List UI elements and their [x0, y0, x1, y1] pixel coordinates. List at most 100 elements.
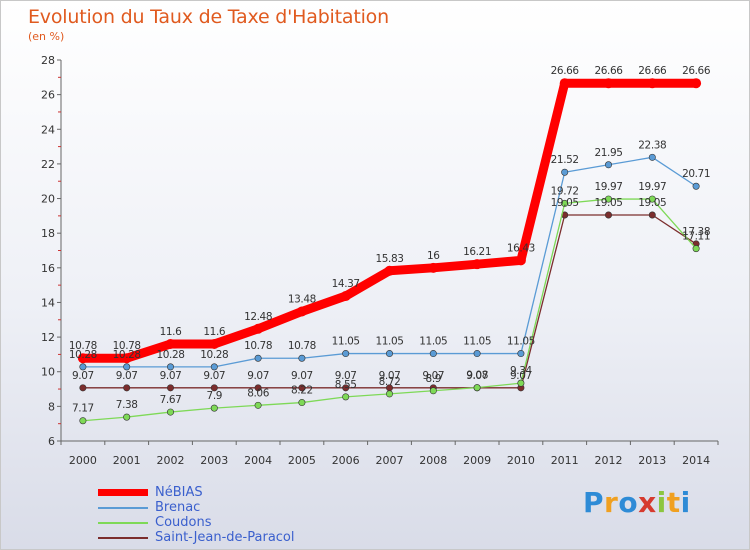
data-point: [167, 363, 175, 371]
data-label: 26.66: [594, 65, 623, 77]
legend-swatch-coudons: [98, 522, 148, 524]
data-label: 13.48: [288, 293, 316, 305]
data-label: 8.22: [291, 385, 313, 397]
data-label: 16.21: [463, 246, 491, 258]
chart-subtitle: (en %): [28, 30, 65, 43]
y-tick-label: 18: [41, 227, 55, 240]
proxiti-logo: Proxiti: [583, 486, 691, 519]
data-label: 10.28: [156, 349, 184, 361]
legend-label-brenac: Brenac: [155, 500, 201, 515]
data-label: 10.78: [288, 340, 316, 352]
data-label: 9.07: [247, 370, 269, 382]
data-point: [385, 350, 393, 358]
data-point: [648, 211, 656, 219]
data-point: [79, 384, 87, 392]
data-label: 9.07: [72, 370, 94, 382]
data-label: 26.66: [551, 65, 580, 77]
data-label: 12.48: [244, 311, 272, 323]
data-label: 16.43: [507, 242, 535, 254]
data-point: [517, 379, 525, 387]
data-point: [298, 384, 306, 392]
y-tick-label: 22: [41, 158, 55, 171]
x-tick-label: 2008: [419, 454, 447, 467]
data-point: [692, 182, 700, 190]
y-tick-label: 26: [41, 89, 55, 102]
data-label: 7.17: [72, 403, 94, 415]
data-point: [604, 211, 612, 219]
data-label: 11.05: [507, 336, 535, 348]
data-point: [254, 384, 262, 392]
data-point: [647, 78, 658, 89]
y-tick-label: 10: [41, 366, 55, 379]
data-point: [561, 168, 569, 176]
x-tick-label: 2005: [288, 454, 316, 467]
y-tick-label: 16: [41, 262, 55, 275]
data-label: 7.38: [116, 399, 138, 411]
logo-letter: P: [583, 486, 605, 519]
y-tick-label: 20: [41, 193, 55, 206]
data-label: 11.05: [375, 336, 403, 348]
data-label: 9.08: [466, 370, 488, 382]
data-label: 19.05: [594, 197, 622, 209]
x-tick-label: 2002: [157, 454, 185, 467]
data-label: 8.72: [379, 376, 401, 388]
logo-letter: x: [638, 486, 657, 519]
data-label: 7.9: [207, 390, 223, 402]
data-point: [210, 363, 218, 371]
data-label: 21.95: [594, 147, 622, 159]
data-label: 10.78: [69, 340, 97, 352]
legend-swatch-brenac: [98, 507, 148, 509]
y-tick-label: 24: [41, 123, 55, 136]
x-tick-label: 2004: [244, 454, 272, 467]
data-label: 9.07: [466, 370, 488, 382]
data-point: [342, 384, 350, 392]
data-point: [342, 393, 350, 401]
data-label: 9.07: [116, 370, 138, 382]
data-label: 20.71: [682, 168, 710, 180]
data-point: [210, 404, 218, 412]
legend-label-nebias: NéBIAS: [155, 485, 203, 500]
data-point: [428, 262, 439, 273]
data-label: 9.34: [510, 365, 532, 377]
x-tick-label: 2000: [69, 454, 97, 467]
data-point: [648, 195, 656, 203]
data-label: 19.72: [551, 185, 579, 197]
data-label: 11.6: [160, 326, 182, 338]
data-point: [604, 161, 612, 169]
data-label: 9.07: [379, 370, 401, 382]
data-point: [561, 199, 569, 207]
data-label: 19.05: [638, 197, 666, 209]
data-point: [342, 350, 350, 358]
data-point: [384, 265, 395, 276]
data-point: [692, 245, 700, 253]
x-tick-label: 2014: [682, 454, 710, 467]
x-tick-label: 2006: [332, 454, 360, 467]
data-label: 19.97: [638, 181, 666, 193]
data-label: 21.52: [551, 154, 579, 166]
x-tick-label: 2013: [638, 454, 666, 467]
series-line: [82, 214, 697, 389]
logo-letter: i: [680, 486, 691, 519]
data-point: [298, 399, 306, 407]
data-point: [167, 384, 175, 392]
logo-letter: o: [618, 486, 639, 519]
data-label: 11.6: [203, 326, 225, 338]
legend-swatch-saint-jean-de-paracol: [98, 537, 148, 539]
legend-label-saint-jean-de-paracol: Saint-Jean-de-Paracol: [155, 530, 295, 545]
data-point: [340, 291, 351, 302]
data-label: 11.05: [332, 336, 360, 348]
data-point: [253, 323, 264, 334]
data-point: [559, 78, 570, 89]
data-label: 10.28: [69, 349, 97, 361]
y-tick-label: 6: [48, 435, 55, 448]
data-label: 22.38: [638, 139, 666, 151]
data-label: 7.67: [160, 394, 182, 406]
data-point: [517, 350, 525, 358]
data-point: [123, 363, 131, 371]
data-label: 15.83: [375, 253, 403, 265]
data-point: [165, 339, 176, 350]
y-tick-label: 14: [41, 296, 55, 309]
data-point: [472, 259, 483, 270]
data-point: [429, 387, 437, 395]
data-point: [254, 401, 262, 409]
